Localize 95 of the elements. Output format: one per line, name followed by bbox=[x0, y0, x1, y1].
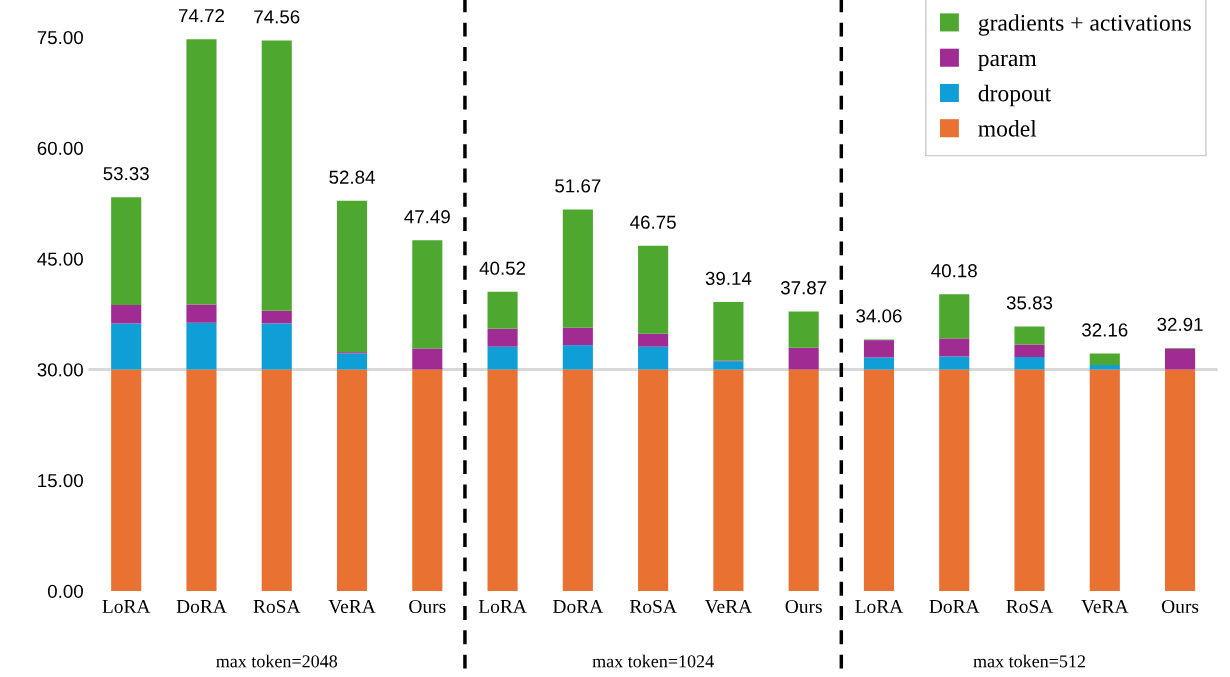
bar bbox=[939, 356, 970, 370]
bar bbox=[562, 369, 593, 592]
bar bbox=[111, 323, 142, 370]
bar bbox=[336, 353, 368, 370]
bar bbox=[487, 369, 518, 592]
x-tick-label: LoRA bbox=[855, 600, 904, 614]
bar bbox=[487, 328, 518, 347]
total-label: 51.67 bbox=[555, 179, 601, 193]
bar bbox=[412, 240, 443, 349]
bar bbox=[1014, 357, 1045, 370]
total-label: 32.16 bbox=[1082, 323, 1128, 337]
total-label: 46.75 bbox=[630, 215, 676, 229]
x-tick-label: RoSA bbox=[629, 599, 677, 614]
text: max token=1024 bbox=[592, 654, 714, 668]
bar bbox=[863, 357, 895, 370]
y-tick-label: 30.00 bbox=[37, 363, 83, 377]
bar bbox=[261, 40, 292, 311]
y-tick-label: 60.00 bbox=[37, 141, 83, 155]
bar bbox=[713, 302, 744, 361]
bar bbox=[638, 245, 669, 334]
bar bbox=[863, 340, 895, 358]
bar bbox=[562, 327, 593, 346]
total-label: 40.18 bbox=[931, 264, 977, 278]
x-tick-label: VeRA bbox=[1081, 600, 1129, 614]
total-label: 37.87 bbox=[780, 281, 827, 295]
bar bbox=[1089, 353, 1120, 366]
total-label: 74.56 bbox=[254, 10, 300, 24]
bar bbox=[261, 369, 292, 592]
x-tick-label: Ours bbox=[409, 599, 446, 614]
bar bbox=[186, 39, 217, 305]
bar bbox=[713, 369, 744, 592]
bar bbox=[1089, 369, 1120, 592]
bar bbox=[261, 323, 292, 370]
bar bbox=[111, 305, 142, 324]
x-tick-label: DoRA bbox=[929, 600, 980, 614]
bar bbox=[788, 369, 819, 592]
bar bbox=[939, 369, 970, 592]
bar bbox=[336, 369, 368, 592]
bar bbox=[1089, 365, 1120, 370]
y-tick-label: 45.00 bbox=[37, 252, 83, 266]
bar bbox=[638, 369, 669, 592]
total-label: 52.84 bbox=[329, 170, 375, 184]
total-label: 32.91 bbox=[1157, 317, 1203, 332]
bar bbox=[562, 209, 593, 328]
y-tick-label: 15.00 bbox=[38, 473, 83, 488]
total-label: 35.83 bbox=[1006, 296, 1053, 310]
bar bbox=[111, 197, 142, 306]
y-tick-label: 0.00 bbox=[47, 584, 83, 598]
bar bbox=[1014, 369, 1045, 592]
x-tick-label: RoSA bbox=[1006, 599, 1054, 614]
x-tick-label: Ours bbox=[785, 599, 822, 614]
bar bbox=[487, 291, 518, 329]
legend-label: gradients + activations bbox=[978, 14, 1191, 36]
bar bbox=[186, 304, 217, 323]
bar bbox=[939, 338, 970, 357]
legend-label: model bbox=[978, 120, 1037, 137]
bar bbox=[638, 333, 669, 347]
total-label: 40.52 bbox=[479, 261, 526, 275]
x-tick-label: RoSA bbox=[253, 599, 301, 614]
bar bbox=[939, 294, 970, 339]
total-label: 34.06 bbox=[856, 309, 902, 323]
bar bbox=[336, 200, 368, 353]
bar bbox=[713, 361, 744, 370]
bar bbox=[863, 369, 895, 592]
total-label: 74.72 bbox=[178, 9, 224, 23]
total-label: 39.14 bbox=[705, 271, 752, 286]
x-tick-label: LoRA bbox=[478, 600, 527, 614]
text: max token=2048 bbox=[216, 654, 338, 668]
bar bbox=[1165, 348, 1196, 370]
x-tick-label: LoRA bbox=[102, 600, 151, 614]
bar bbox=[261, 310, 292, 324]
bar bbox=[412, 348, 443, 370]
bar bbox=[186, 322, 217, 370]
bar bbox=[638, 346, 669, 370]
legend-label: dropout bbox=[978, 84, 1052, 107]
bar bbox=[186, 369, 217, 592]
bar bbox=[487, 346, 518, 370]
x-tick-label: VeRA bbox=[328, 600, 376, 614]
x-tick-label: DoRA bbox=[553, 600, 604, 614]
y-tick-label: 75.00 bbox=[37, 30, 83, 45]
legend-label: param bbox=[978, 54, 1037, 71]
text: max token=512 bbox=[973, 654, 1085, 668]
total-label: 47.49 bbox=[404, 210, 450, 224]
x-tick-label: VeRA bbox=[704, 600, 753, 614]
bar bbox=[412, 369, 443, 592]
bar bbox=[1014, 344, 1045, 358]
total-label: 53.33 bbox=[103, 166, 149, 181]
x-tick-label: Ours bbox=[1161, 599, 1199, 614]
bar bbox=[788, 311, 819, 348]
x-tick-label: DoRA bbox=[176, 600, 227, 614]
bar bbox=[788, 347, 819, 370]
bar bbox=[1165, 369, 1196, 592]
bar bbox=[1014, 326, 1045, 345]
bar bbox=[562, 345, 593, 370]
bar bbox=[111, 369, 142, 592]
